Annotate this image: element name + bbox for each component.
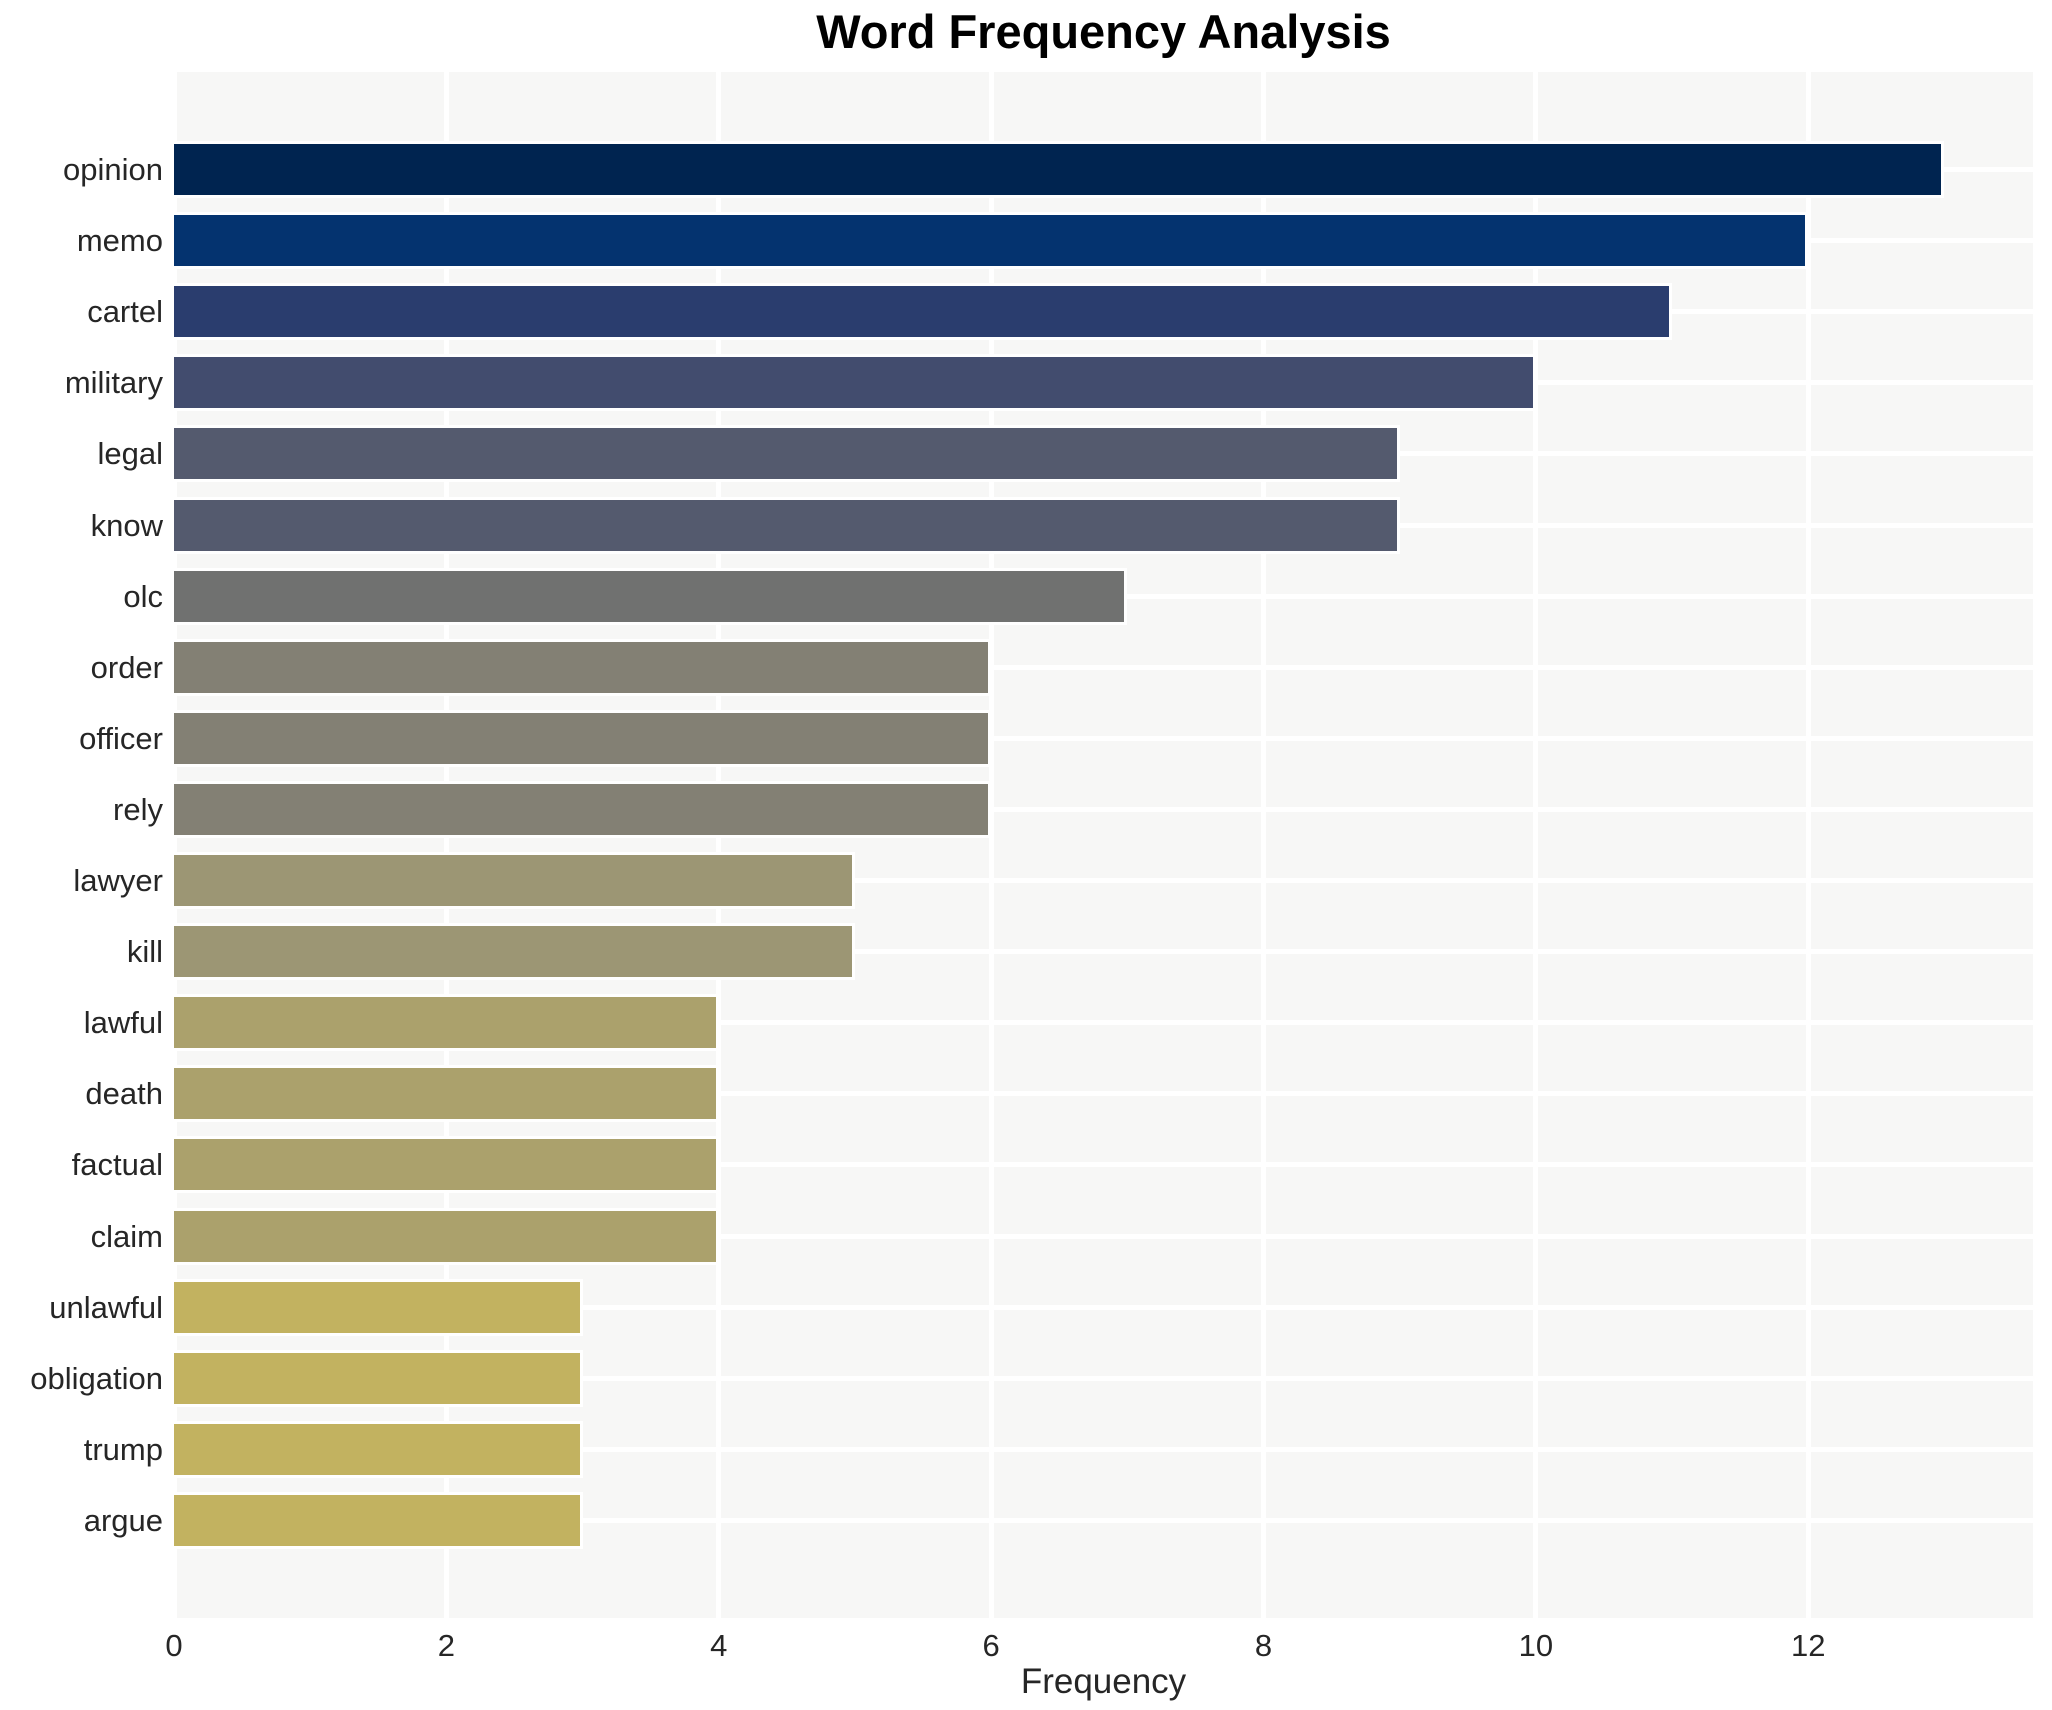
bar-trump [174,1420,583,1478]
x-gridline-0 [171,72,177,1618]
category-label-unlawful: unlawful [49,1289,163,1325]
y-gridline-obligation [174,1375,2033,1381]
bar-officer [174,709,992,767]
x-gridline-4 [716,72,722,1618]
category-label-officer: officer [79,720,163,756]
bar-argue [174,1491,583,1549]
y-gridline-unlawful [174,1304,2033,1310]
bar-rely [174,780,992,838]
bar-lawful [174,994,719,1052]
category-label-legal: legal [97,436,164,472]
bar-lawyer [174,852,855,910]
x-tick-label-2: 2 [437,1628,455,1663]
y-gridline-trump [174,1446,2033,1452]
x-tick-label-0: 0 [165,1628,183,1663]
y-gridline-factual [174,1162,2033,1168]
bar-claim [174,1207,719,1265]
category-label-olc: olc [123,578,163,614]
category-label-rely: rely [113,791,163,827]
y-gridline-lawful [174,1020,2033,1026]
category-label-memo: memo [76,223,163,259]
plot-panel [171,72,2033,1618]
bar-olc [174,567,1128,625]
x-tick-label-8: 8 [1254,1628,1273,1663]
category-label-claim: claim [90,1218,163,1254]
x-gridline-12 [1805,72,1811,1618]
x-gridline-6 [988,72,994,1618]
y-gridline-order [174,664,2033,670]
category-label-know: know [90,507,163,543]
category-label-lawful: lawful [83,1005,163,1041]
y-gridline-officer [174,735,2033,741]
category-label-death: death [85,1076,163,1112]
y-gridline-death [174,1091,2033,1097]
bar-know [174,496,1400,554]
category-label-trump: trump [83,1431,163,1467]
bar-kill [174,923,855,981]
bar-military [174,354,1536,412]
x-tick-label-6: 6 [982,1628,1000,1663]
x-gridline-8 [1261,72,1267,1618]
category-label-argue: argue [83,1502,163,1538]
bar-death [174,1065,719,1123]
category-label-opinion: opinion [63,152,163,187]
bar-obligation [174,1349,583,1407]
y-gridline-rely [174,806,2033,812]
category-label-lawyer: lawyer [73,863,163,898]
category-label-cartel: cartel [87,294,163,330]
bar-cartel [174,283,1673,341]
bar-factual [174,1136,719,1194]
x-tick-label-12: 12 [1791,1628,1826,1663]
x-gridline-10 [1533,72,1539,1618]
category-label-military: military [64,365,163,401]
bar-legal [174,425,1400,483]
x-tick-label-4: 4 [710,1628,728,1663]
bar-memo [174,212,1809,270]
x-gridline-2 [443,72,449,1618]
category-label-kill: kill [126,934,163,970]
x-tick-label-10: 10 [1518,1628,1554,1663]
y-gridline-lawyer [174,878,2033,884]
x-axis-label: Frequency [1020,1662,1187,1701]
chart-title: Word Frequency Analysis [816,5,1391,58]
category-label-obligation: obligation [30,1360,163,1396]
y-gridline-kill [174,949,2033,955]
y-gridline-claim [174,1233,2033,1239]
y-gridline-argue [174,1517,2033,1523]
category-label-factual: factual [71,1147,163,1183]
category-label-order: order [90,649,163,685]
bar-order [174,638,992,696]
bar-opinion [174,141,1945,199]
bar-unlawful [174,1278,583,1336]
